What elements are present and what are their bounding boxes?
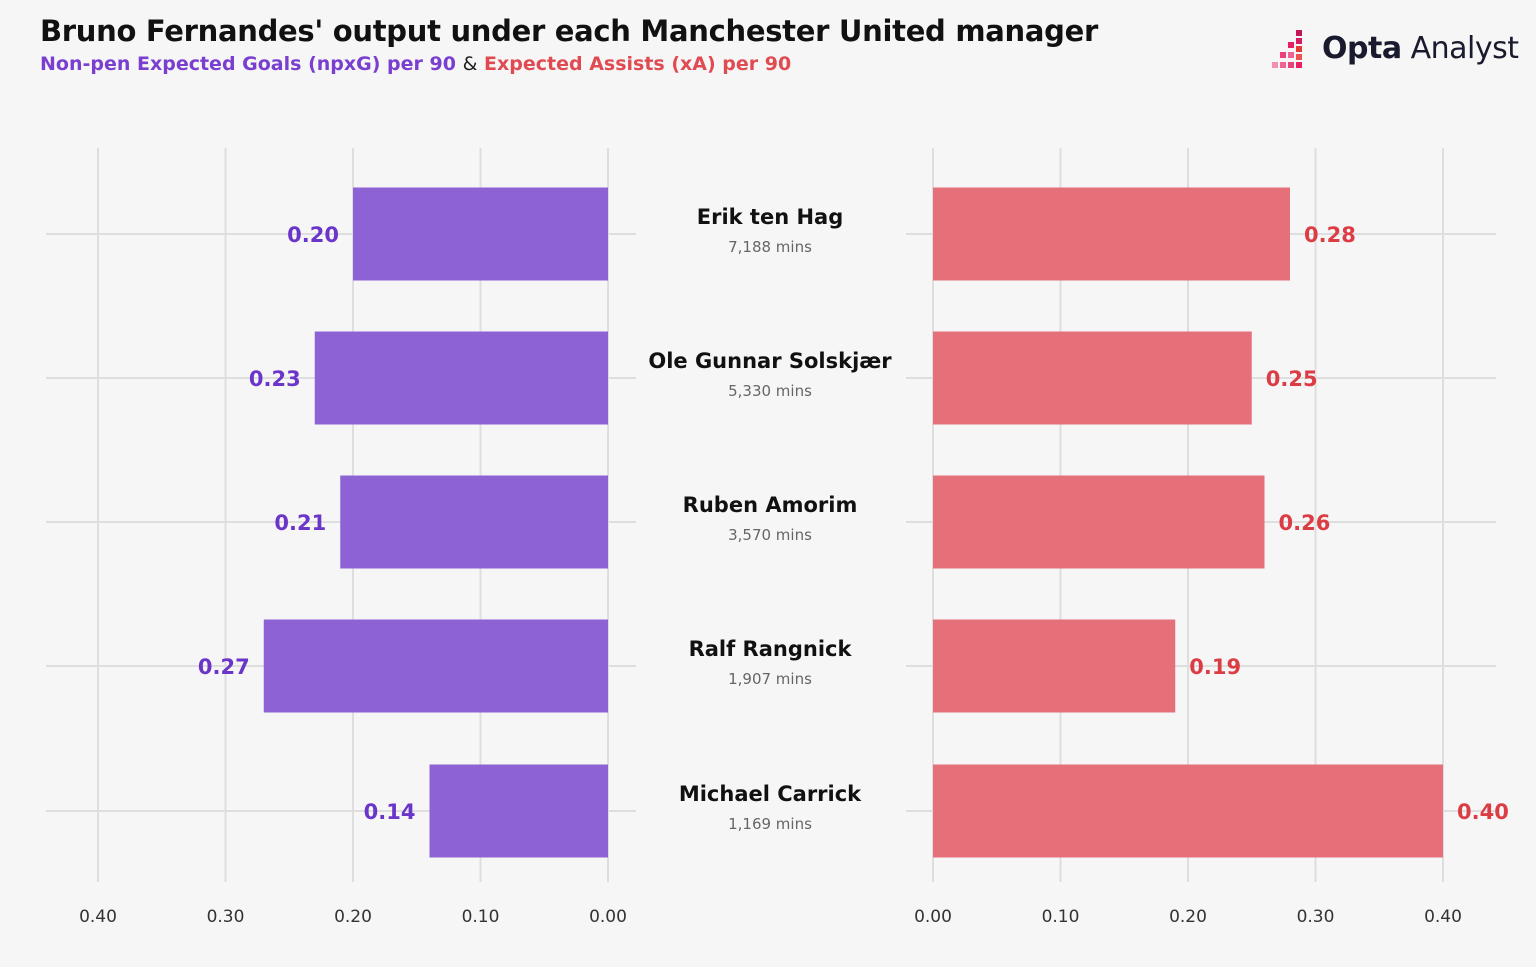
xa-bar bbox=[933, 475, 1265, 569]
xa-bar bbox=[933, 187, 1290, 281]
chart-subtitle: Non-pen Expected Goals (npxG) per 90 & E… bbox=[40, 53, 791, 75]
subtitle-xa: Expected Assists (xA) per 90 bbox=[484, 53, 792, 75]
npxg-value-label: 0.23 bbox=[249, 367, 301, 391]
xa-value-labels: 0.28 0.25 0.26 0.19 0.40 bbox=[1189, 223, 1509, 824]
npxg-value-label: 0.21 bbox=[274, 511, 326, 535]
xa-bar bbox=[933, 764, 1443, 858]
opta-bars-icon bbox=[1272, 30, 1302, 68]
npxg-tick-label: 0.30 bbox=[207, 907, 245, 927]
xa-value-label: 0.26 bbox=[1279, 511, 1331, 535]
subtitle-separator: & bbox=[462, 53, 478, 75]
xa-tick-label: 0.30 bbox=[1297, 907, 1335, 927]
xa-tick-label: 0.20 bbox=[1169, 907, 1207, 927]
npxg-tick-label: 0.20 bbox=[334, 907, 372, 927]
xa-value-label: 0.40 bbox=[1457, 800, 1509, 824]
xa-tick-label: 0.40 bbox=[1424, 907, 1462, 927]
xa-value-label: 0.19 bbox=[1189, 655, 1241, 679]
npxg-tick-label: 0.40 bbox=[79, 907, 117, 927]
manager-name: Michael Carrick bbox=[678, 782, 862, 806]
xa-bars bbox=[933, 187, 1443, 858]
npxg-value-label: 0.14 bbox=[364, 800, 416, 824]
manager-minutes: 7,188 mins bbox=[728, 238, 812, 256]
npxg-bar bbox=[353, 187, 608, 281]
xa-tick-label: 0.10 bbox=[1042, 907, 1080, 927]
npxg-bar bbox=[340, 475, 608, 569]
opta-analyst-logo: Opta Analyst bbox=[1270, 28, 1519, 76]
manager-minutes: 5,330 mins bbox=[728, 382, 812, 400]
xa-value-label: 0.25 bbox=[1266, 367, 1318, 391]
xa-bar bbox=[933, 331, 1252, 425]
xa-tick-label: 0.00 bbox=[914, 907, 952, 927]
npxg-tick-label: 0.00 bbox=[589, 907, 627, 927]
logo-product: Analyst bbox=[1410, 31, 1519, 66]
npxg-value-label: 0.20 bbox=[287, 223, 339, 247]
subtitle-npxg: Non-pen Expected Goals (npxG) per 90 bbox=[40, 53, 456, 75]
npxg-tick-label: 0.10 bbox=[462, 907, 500, 927]
npxg-value-label: 0.27 bbox=[198, 655, 250, 679]
npxg-axis-ticks: 0.40 0.30 0.20 0.10 0.00 bbox=[79, 907, 627, 927]
npxg-value-labels: 0.20 0.23 0.21 0.27 0.14 bbox=[198, 223, 416, 824]
manager-minutes: 1,169 mins bbox=[728, 815, 812, 833]
manager-minutes: 1,907 mins bbox=[728, 670, 812, 688]
npxg-bar bbox=[429, 764, 608, 858]
xa-value-label: 0.28 bbox=[1304, 223, 1356, 247]
chart-title: Bruno Fernandes' output under each Manch… bbox=[40, 14, 1098, 48]
manager-name: Erik ten Hag bbox=[696, 205, 844, 229]
npxg-bar bbox=[263, 619, 608, 713]
logo-brand: Opta bbox=[1322, 31, 1402, 66]
npxg-bars bbox=[263, 187, 608, 858]
manager-minutes: 3,570 mins bbox=[728, 526, 812, 544]
xa-axis-ticks: 0.00 0.10 0.20 0.30 0.40 bbox=[914, 907, 1462, 927]
xa-bar bbox=[933, 619, 1176, 713]
npxg-bar bbox=[314, 331, 608, 425]
manager-name: Ruben Amorim bbox=[682, 493, 858, 517]
manager-name: Ole Gunnar Solskjær bbox=[648, 349, 892, 373]
manager-name: Ralf Rangnick bbox=[688, 637, 852, 661]
